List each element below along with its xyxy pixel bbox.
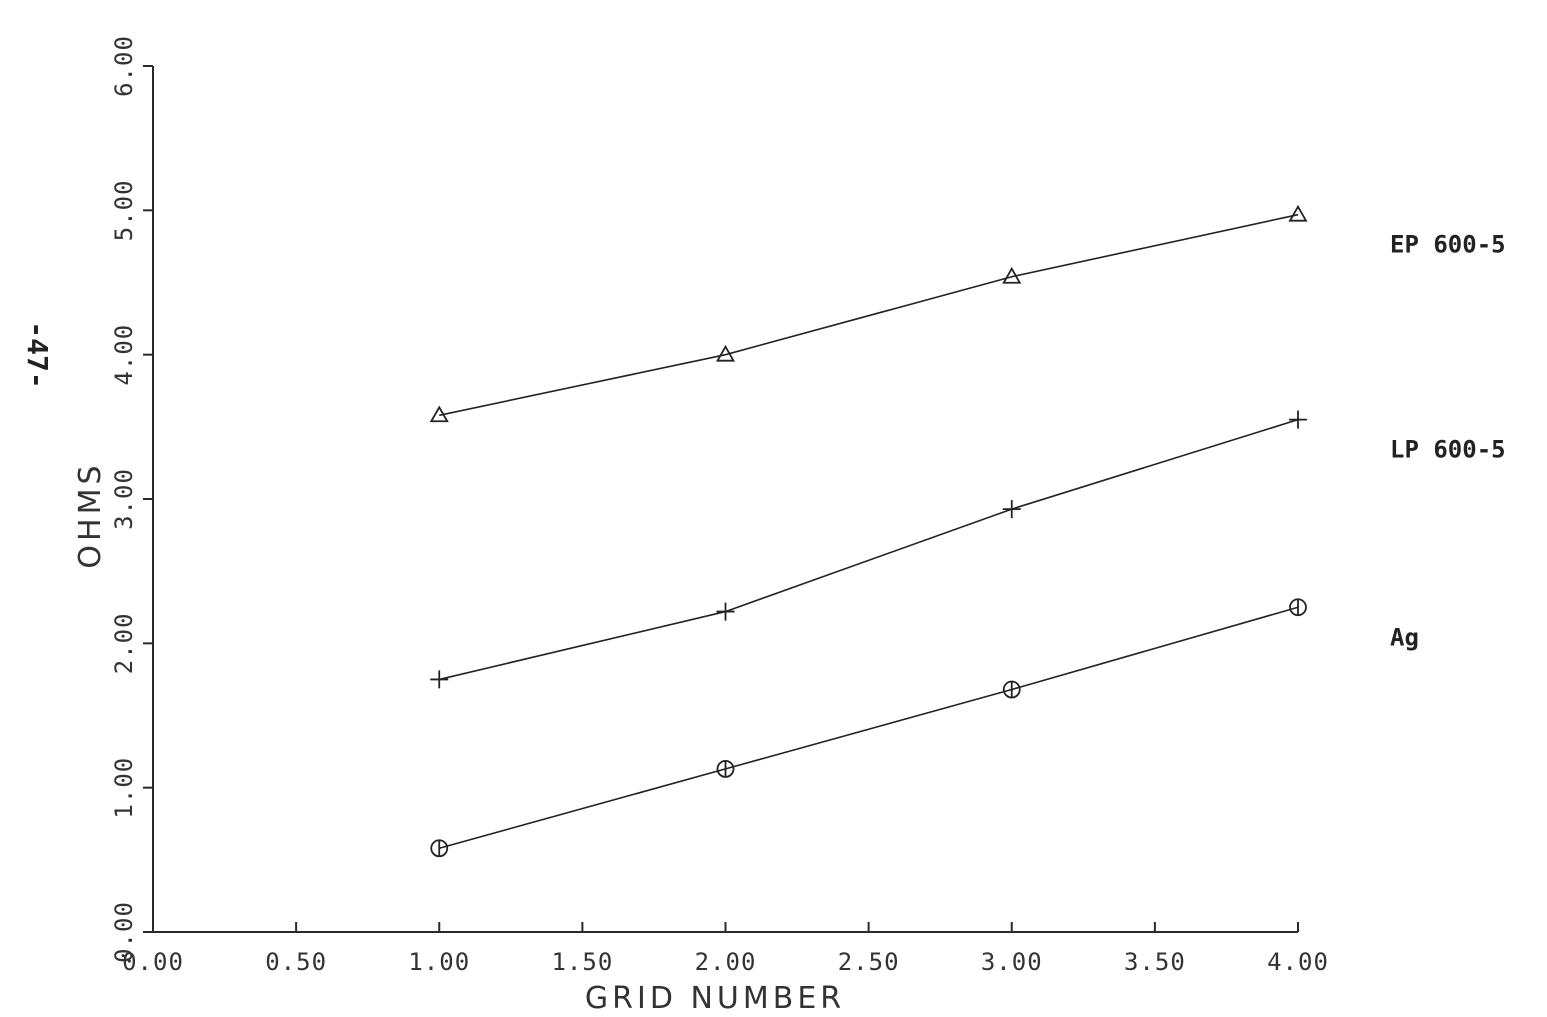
series-label: EP 600-5 [1390, 231, 1506, 259]
y-tick-label: 3.00 [110, 468, 138, 530]
x-tick-label: 3.50 [1124, 948, 1186, 976]
y-tick-label: 2.00 [110, 612, 138, 674]
x-tick-label: 2.00 [695, 948, 757, 976]
x-tick-label: 4.00 [1267, 948, 1329, 976]
data-point [1002, 266, 1022, 284]
axes: 0.00 0.50 1.00 1.50 2.00 2.50 3.00 3.50 4.00 0.00… [110, 35, 1329, 976]
series-label: LP 600-5 [1390, 436, 1506, 464]
x-tick-label: 1.00 [408, 948, 470, 976]
y-tick-label: 0.00 [110, 901, 138, 963]
x-tick-label: 0.00 [122, 948, 184, 976]
y-axis-title: OHMS [73, 461, 108, 568]
data-point [429, 405, 449, 423]
series-ag: Ag [430, 598, 1419, 858]
y-tick-label: 1.00 [110, 757, 138, 819]
series-label: Ag [1390, 623, 1419, 651]
x-tick-label: 2.50 [838, 948, 900, 976]
data-point [716, 602, 735, 621]
x-tick-label: 0.50 [265, 948, 327, 976]
series-line [439, 213, 1299, 417]
data-point [1288, 204, 1308, 222]
series-ep-600-5: EP 600-5 [429, 204, 1506, 423]
series-line [439, 606, 1299, 850]
x-axis-title: GRID NUMBER [585, 981, 845, 1016]
data-point [715, 344, 736, 362]
series-lp-600-5: LP 600-5 [430, 410, 1506, 689]
data-point [430, 670, 449, 689]
y-tick-label: 4.00 [110, 324, 138, 386]
x-tick-label: 1.50 [551, 948, 613, 976]
data-point [1289, 410, 1307, 429]
series-line [439, 418, 1299, 681]
series-layer: EP 600-5 LP 600-5 Ag [429, 204, 1506, 858]
y-tick-label: 5.00 [110, 179, 138, 241]
page-number: -47- [21, 321, 54, 388]
data-point [1002, 500, 1021, 519]
x-tick-label: 3.00 [981, 948, 1043, 976]
y-tick-label: 6.00 [110, 35, 138, 97]
